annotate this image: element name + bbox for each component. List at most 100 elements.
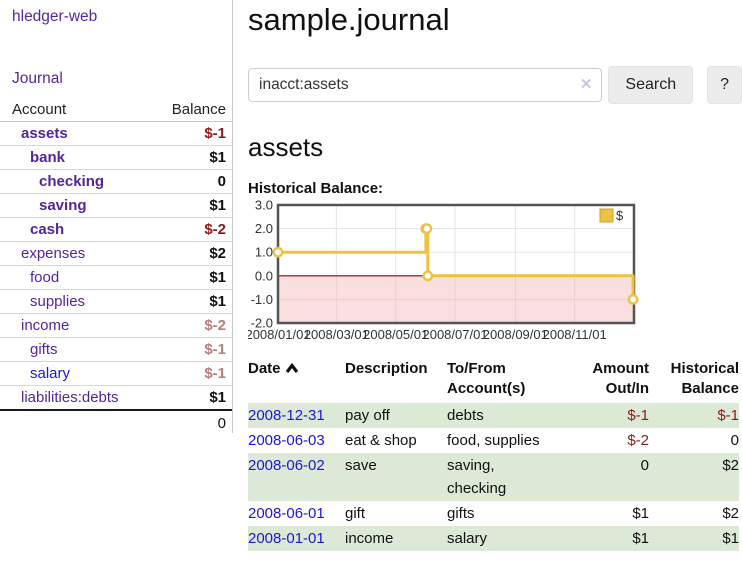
nav-journal-link[interactable]: Journal [12, 70, 63, 87]
account-row: liabilities:debts $1 [0, 385, 232, 410]
transaction-date: 2008-01-01 [248, 526, 345, 551]
account-link[interactable]: supplies [30, 293, 86, 310]
transaction-accounts: debts [447, 407, 484, 424]
clear-search-icon[interactable]: ✕ [579, 76, 593, 93]
register-header-row: Date Description To/From Account(s) Amou… [248, 359, 739, 403]
accounts-header-account: Account [0, 99, 154, 122]
transaction-accounts: food, supplies [447, 432, 540, 449]
legend-swatch [599, 208, 614, 223]
transaction-date-link[interactable]: 2008-06-01 [248, 505, 325, 522]
transaction-description: gift [345, 505, 366, 522]
svg-text:2008/11/01: 2008/11/01 [543, 327, 607, 342]
col-header-accounts[interactable]: To/From Account(s) [447, 360, 526, 397]
transaction-accounts: gifts [447, 505, 475, 522]
account-link[interactable]: assets [21, 125, 68, 142]
account-row: supplies $1 [0, 289, 232, 314]
transaction-row: 2008-12-31 pay off debts $-1 $-1 [248, 403, 739, 428]
account-link[interactable]: gifts [30, 341, 58, 358]
transaction-accounts: salary [447, 530, 488, 547]
chart-title: Historical Balance: [248, 180, 384, 197]
transaction-balance: 0 [730, 432, 739, 449]
account-row: saving $1 [0, 193, 232, 218]
account-link[interactable]: checking [39, 173, 105, 190]
transaction-description: income [345, 530, 394, 547]
account-link[interactable]: liabilities:debts [21, 389, 119, 406]
account-cell: supplies [0, 289, 154, 314]
accounts-header-row: Account Balance [0, 99, 232, 122]
search-button[interactable]: Search [608, 66, 694, 104]
account-balance: $1 [153, 145, 232, 170]
transaction-amount: 0 [640, 457, 649, 474]
account-link[interactable]: food [30, 269, 60, 286]
account-balance: $-1 [153, 361, 232, 386]
historical-balance-chart: 3.0 2.0 1.0 0.0 -1.0 -2.0 2008/01/01 2008/03/01… [245, 198, 742, 346]
transaction-row: 2008-06-02 save saving, checking 0 $2 [248, 453, 739, 501]
transaction-balance: $-1 [717, 407, 739, 424]
account-link[interactable]: saving [39, 197, 87, 214]
svg-text:2.0: 2.0 [255, 221, 273, 236]
account-cell: saving [0, 193, 154, 218]
account-balance: $1 [153, 265, 232, 290]
transaction-description: save [345, 457, 377, 474]
svg-text:2008/07/01: 2008/07/01 [422, 327, 487, 342]
transaction-date-link[interactable]: 2008-01-01 [248, 530, 325, 547]
account-balance: $-1 [204, 125, 226, 142]
account-link[interactable]: expenses [21, 245, 86, 262]
transaction-date-link[interactable]: 2008-12-31 [248, 407, 325, 424]
account-cell: income [0, 313, 154, 338]
account-cell: cash [0, 217, 154, 242]
brand-link[interactable]: hledger-web [12, 8, 98, 25]
transaction-balance: $2 [722, 505, 739, 522]
account-link[interactable]: bank [30, 149, 66, 166]
account-row: bank $1 [0, 145, 232, 170]
account-link[interactable]: salary [30, 365, 71, 382]
svg-text:2008/01/01: 2008/01/01 [248, 327, 311, 342]
account-balance: $1 [153, 385, 232, 410]
account-link[interactable]: cash [30, 221, 65, 238]
transaction-balance: $2 [722, 457, 739, 474]
transaction-date: 2008-06-02 [248, 453, 345, 501]
col-header-date-label: Date [248, 360, 281, 377]
account-cell: salary [0, 361, 154, 386]
transaction-date-link[interactable]: 2008-06-02 [248, 457, 325, 474]
transaction-date-link[interactable]: 2008-06-03 [248, 432, 325, 449]
transaction-amount: $-2 [627, 432, 649, 449]
col-header-date[interactable]: Date [248, 359, 345, 403]
account-row: cash $-2 [0, 217, 232, 242]
accounts-total-row: 0 [0, 409, 232, 435]
account-balance: $-2 [153, 217, 232, 242]
account-balance: $-1 [153, 337, 232, 362]
sidebar: hledger-web Journal Account Balance asse… [0, 0, 233, 435]
accounts-total-value: 0 [153, 409, 232, 435]
account-cell: expenses [0, 241, 154, 266]
col-header-description[interactable]: Description [345, 360, 428, 377]
transaction-balance: $1 [722, 530, 739, 547]
account-balance: $1 [153, 289, 232, 314]
account-cell: gifts [0, 337, 154, 362]
help-button[interactable]: ? [707, 66, 742, 104]
svg-text:0.0: 0.0 [255, 268, 273, 283]
account-cell: liabilities:debts [0, 385, 154, 410]
account-cell: bank [0, 145, 154, 170]
svg-text:2008/03/01: 2008/03/01 [304, 327, 369, 342]
svg-text:1.0: 1.0 [255, 245, 273, 260]
account-row: income $-2 [0, 313, 232, 338]
accounts-header-balance: Balance [153, 99, 232, 122]
account-row: salary $-1 [0, 361, 232, 386]
transaction-accounts: saving, checking [447, 457, 507, 497]
svg-text:2008/05/01: 2008/05/01 [363, 327, 428, 342]
account-link[interactable]: income [21, 317, 70, 334]
account-cell: food [0, 265, 154, 290]
transaction-amount: $1 [632, 505, 649, 522]
transaction-row: 2008-06-03 eat & shop food, supplies $-2 0 [248, 428, 739, 453]
svg-text:3.0: 3.0 [255, 200, 273, 213]
account-row: assets $-1 [0, 122, 232, 146]
col-header-balance[interactable]: Historical Balance [670, 360, 739, 397]
svg-text:2008/09/01: 2008/09/01 [483, 327, 548, 342]
transaction-description: pay off [345, 407, 390, 424]
transaction-amount: $-1 [627, 407, 649, 424]
col-header-amount[interactable]: Amount Out/In [592, 360, 649, 397]
account-balance: $1 [153, 193, 232, 218]
search-input-wrap: ✕ [248, 66, 603, 102]
search-input[interactable] [248, 68, 603, 102]
